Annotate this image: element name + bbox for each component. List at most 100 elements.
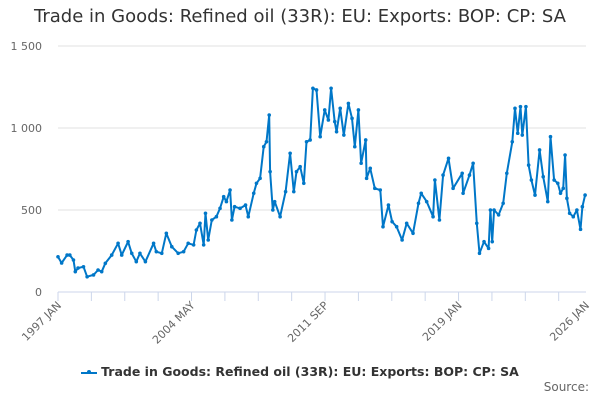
data-point — [243, 203, 248, 207]
data-point — [373, 186, 377, 191]
data-point — [583, 193, 587, 197]
data-point — [424, 199, 429, 204]
data-point — [571, 214, 576, 219]
legend-item[interactable]: Trade in Goods: Refined oil (33R): EU: E… — [0, 364, 600, 379]
data-point — [567, 211, 572, 216]
data-point — [267, 113, 272, 117]
data-point — [318, 134, 322, 139]
data-point — [218, 206, 222, 211]
data-point — [555, 181, 560, 186]
data-point — [76, 266, 80, 270]
data-point — [129, 251, 134, 256]
data-point — [575, 208, 579, 212]
data-point — [518, 104, 523, 109]
y-tick-label: 500 — [21, 204, 42, 217]
data-point — [68, 253, 72, 257]
data-point — [533, 193, 537, 197]
data-point — [206, 238, 211, 242]
data-point — [278, 214, 282, 219]
x-tick-label: 2019 JAN — [420, 299, 465, 344]
data-point — [541, 174, 546, 179]
data-point — [490, 239, 495, 244]
data-point — [378, 188, 383, 192]
data-point — [524, 104, 528, 109]
data-point — [558, 191, 563, 196]
source-label: Source: — [543, 380, 589, 394]
data-point — [471, 161, 475, 166]
data-point — [283, 189, 288, 194]
data-point — [492, 208, 496, 212]
data-point — [352, 144, 357, 149]
data-point — [416, 201, 421, 206]
data-point — [441, 173, 445, 177]
data-point — [552, 178, 556, 182]
data-point — [264, 139, 269, 144]
data-point — [311, 86, 315, 91]
data-point — [437, 218, 442, 222]
data-point — [400, 238, 404, 242]
x-tick-label: 2011 SEP — [285, 299, 331, 345]
data-point — [474, 221, 479, 226]
data-point — [356, 108, 361, 112]
data-point — [513, 106, 517, 111]
data-point — [291, 189, 296, 194]
data-point — [314, 88, 319, 92]
data-point — [578, 227, 583, 232]
data-point — [486, 246, 491, 251]
data-point — [116, 241, 120, 246]
data-point — [214, 214, 219, 219]
data-point — [81, 264, 86, 269]
data-point — [201, 243, 206, 247]
data-point — [71, 258, 76, 262]
data-point — [467, 173, 472, 177]
data-point — [164, 231, 169, 236]
x-tick-label: 1997 JAN — [19, 299, 64, 344]
data-point — [460, 171, 464, 176]
data-point — [332, 119, 337, 124]
data-point — [364, 176, 369, 181]
data-point — [482, 239, 486, 244]
data-point — [198, 221, 202, 226]
data-point — [446, 156, 451, 161]
data-point — [224, 199, 229, 204]
data-point — [159, 251, 164, 256]
data-point — [268, 169, 272, 174]
data-point — [548, 134, 553, 139]
data-point — [520, 133, 525, 137]
data-point — [65, 253, 69, 257]
data-point — [103, 261, 108, 266]
data-point — [501, 201, 505, 206]
data-point — [411, 231, 415, 236]
data-point — [561, 186, 566, 191]
data-point — [154, 249, 159, 254]
data-point — [488, 208, 493, 212]
data-point — [272, 199, 277, 204]
x-tick-label: 2004 MAY — [150, 299, 198, 347]
data-point — [251, 191, 256, 196]
data-point — [85, 274, 89, 279]
data-point — [254, 181, 259, 186]
data-point — [505, 171, 509, 176]
legend-swatch — [81, 369, 98, 374]
data-point — [258, 176, 262, 181]
chart-title: Trade in Goods: Refined oil (33R): EU: E… — [34, 6, 566, 27]
data-point — [134, 259, 139, 264]
data-point — [386, 203, 391, 207]
data-point — [143, 259, 148, 264]
data-point — [565, 196, 569, 201]
legend-label: Trade in Goods: Refined oil (33R): EU: E… — [101, 364, 519, 379]
data-point — [169, 244, 174, 249]
data-point — [261, 144, 266, 149]
data-point — [431, 214, 435, 219]
data-point — [537, 148, 542, 152]
data-point — [394, 224, 399, 229]
y-tick-label: 1 000 — [11, 122, 43, 135]
data-point — [477, 251, 482, 256]
data-point — [329, 86, 333, 91]
data-point — [390, 219, 394, 224]
data-point — [119, 253, 124, 257]
data-point — [203, 211, 208, 216]
data-point — [563, 153, 567, 157]
data-point — [191, 243, 196, 247]
